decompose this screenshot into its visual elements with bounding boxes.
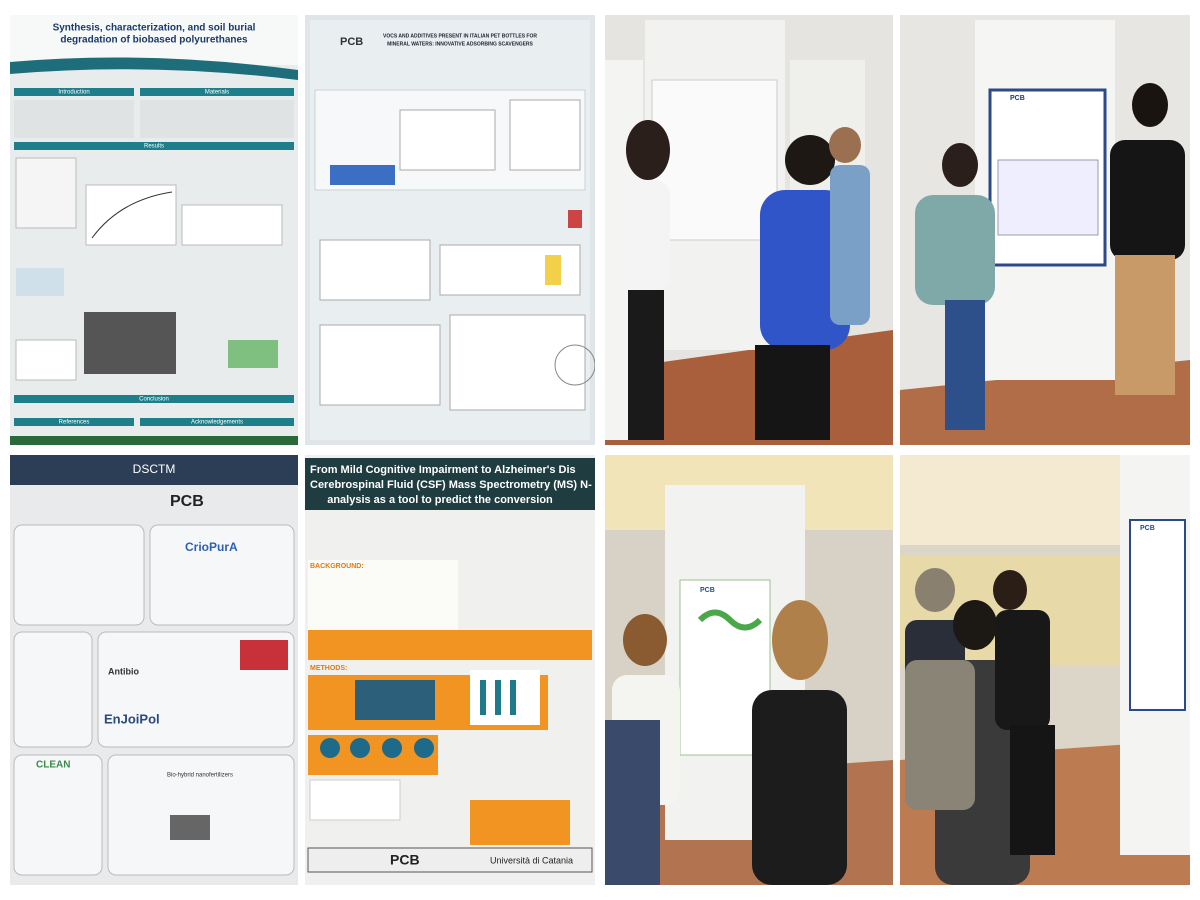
- project-name: Bio-hybrid nanofertilizers: [167, 773, 233, 779]
- photo-poster-session-3: [605, 15, 893, 445]
- photo-poster-session-4: PCB: [900, 15, 1190, 445]
- section-heading: BACKGROUND:: [310, 563, 364, 570]
- poster-title: degradation of biobased polyurethanes: [60, 35, 248, 46]
- section-heading: Results: [144, 144, 164, 150]
- poster-logo: PCB: [390, 852, 420, 868]
- university-name: Università di Catania: [490, 855, 573, 865]
- section-heading: Conclusion: [139, 397, 169, 403]
- section-heading: METHODS:: [310, 665, 347, 672]
- poster-logo: PCB: [170, 493, 204, 510]
- poster-title: VOCS AND ADDITIVES PRESENT IN ITALIAN PE…: [383, 33, 537, 39]
- photo-poster-session-7: PCB: [605, 455, 893, 885]
- project-name: CrioPurA: [185, 540, 238, 554]
- poster-title: From Mild Cognitive Impairment to Alzhei…: [310, 464, 576, 476]
- photo-poster-1: Synthesis, characterization, and soil bu…: [10, 15, 298, 445]
- poster-logo: PCB: [700, 587, 715, 594]
- project-name: EnJoiPol: [104, 711, 160, 726]
- poster-title: Cerebrospinal Fluid (CSF) Mass Spectrome…: [310, 479, 592, 491]
- section-heading: Acknowledgements: [191, 420, 243, 426]
- section-heading: References: [59, 420, 90, 426]
- poster-header: DSCTM: [133, 462, 176, 476]
- project-name: CLEAN: [36, 760, 70, 771]
- poster-title: Synthesis, characterization, and soil bu…: [53, 23, 256, 34]
- poster-title: analysis as a tool to predict the conver…: [327, 494, 553, 506]
- photo-poster-session-8: PCB: [900, 455, 1190, 885]
- section-heading: Materials: [205, 90, 229, 96]
- project-name: Antibio: [108, 666, 139, 676]
- photo-poster-5: DSCTM PCB CrioPurA Antibio EnJoiPol CLEA…: [10, 455, 298, 885]
- poster-logo: PCB: [1010, 95, 1025, 102]
- photo-poster-2: PCB VOCS AND ADDITIVES PRESENT IN ITALIA…: [305, 15, 595, 445]
- photo-poster-6: From Mild Cognitive Impairment to Alzhei…: [305, 455, 595, 885]
- poster-title: MINERAL WATERS: INNOVATIVE ADSORBING SCA…: [387, 41, 533, 47]
- poster-logo: PCB: [340, 36, 363, 48]
- section-heading: Introduction: [58, 90, 89, 96]
- poster-logo: PCB: [1140, 525, 1155, 532]
